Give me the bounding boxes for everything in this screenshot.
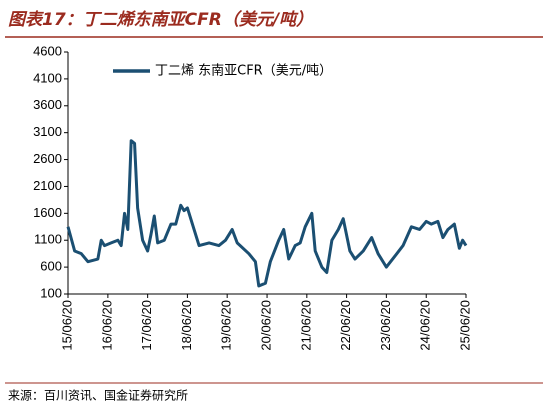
source: 来源：百川资讯、国金证券研究所	[8, 388, 188, 403]
legend-label: 丁二烯 东南亚CFR（美元/吨）	[155, 63, 332, 79]
x-tick-label: 19/06/20	[219, 300, 234, 351]
y-tick-label: 2600	[33, 151, 62, 166]
y-tick-label: 1100	[34, 232, 62, 247]
y-tick-label: 1600	[33, 205, 62, 220]
y-tick-label: 600	[40, 259, 62, 274]
series-line	[66, 139, 468, 288]
x-tick-label: 18/06/20	[179, 300, 194, 351]
y-tick-label: 2100	[33, 178, 62, 193]
y-tick-label: 100	[40, 285, 62, 300]
x-tick-label: 17/06/20	[139, 300, 154, 351]
x-tick-label: 22/06/20	[338, 300, 353, 351]
y-tick-label: 3600	[33, 97, 62, 112]
x-tick-label: 20/06/20	[258, 300, 273, 351]
x-tick-label: 21/06/20	[298, 300, 313, 351]
x-tick-label: 16/06/20	[99, 300, 114, 351]
x-tick-label: 23/06/20	[378, 300, 393, 351]
y-tick-label: 4600	[33, 43, 62, 58]
x-tick-label: 15/06/20	[59, 300, 74, 351]
y-tick-label: 4100	[33, 70, 62, 85]
x-tick-label: 25/06/20	[457, 300, 472, 351]
x-tick-label: 24/06/20	[418, 300, 433, 351]
y-tick-label: 3100	[33, 124, 62, 139]
chart-title: 图表17：丁二烯东南亚CFR（美元/吨）	[8, 10, 313, 30]
